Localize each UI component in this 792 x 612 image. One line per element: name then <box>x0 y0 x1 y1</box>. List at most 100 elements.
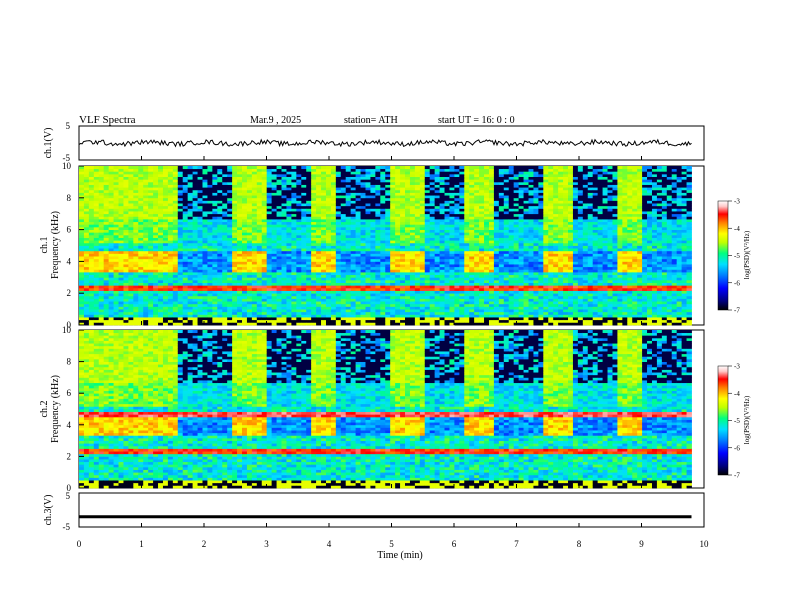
spectrogram-cell <box>484 203 490 207</box>
spectrogram-cell <box>182 205 189 209</box>
spectrogram-cell <box>187 256 194 260</box>
spectrogram-cell <box>108 181 114 185</box>
spectrogram-cell <box>256 245 263 249</box>
spectrogram-cell <box>375 181 381 185</box>
spectrogram-cell <box>380 303 386 307</box>
spectrogram-cell <box>256 258 263 262</box>
spectrogram-cell <box>93 274 100 278</box>
spectrogram-cell <box>271 187 277 191</box>
spectrogram-cell <box>148 285 154 289</box>
spectrogram-cell <box>365 240 371 244</box>
spectrogram-cell <box>266 317 273 321</box>
spectrogram-cell <box>345 173 352 177</box>
spectrogram-cell <box>192 298 198 302</box>
spectrogram-cell <box>261 189 268 193</box>
spectrogram-cell <box>276 237 282 241</box>
spectrogram-cell <box>202 303 208 307</box>
spectrogram-cell <box>232 253 238 257</box>
spectrogram-cell <box>133 219 139 223</box>
spectrogram-cell <box>400 285 406 289</box>
spectrogram-cell <box>182 189 189 193</box>
spectrogram-cell <box>335 295 342 299</box>
spectrogram-cell <box>167 197 174 201</box>
spectrogram-cell <box>484 261 490 265</box>
spectrogram-cell <box>380 248 386 252</box>
spectrogram-cell <box>316 187 322 191</box>
spectrogram-cell <box>409 211 416 215</box>
spectrogram-cell <box>93 314 100 318</box>
spectrogram-cell <box>118 279 124 283</box>
spectrogram-cell <box>380 311 386 315</box>
spectrogram-cell <box>405 166 411 170</box>
spectrogram-cell <box>153 205 159 209</box>
spectrogram-cell <box>281 264 287 268</box>
spectrogram-cell <box>474 213 480 217</box>
spectrogram-cell <box>311 319 317 323</box>
spectrogram-cell <box>118 306 124 310</box>
spectrogram-cell <box>454 171 460 175</box>
spectrogram-cell <box>153 319 159 323</box>
spectrogram-cell <box>222 290 228 294</box>
spectrogram-cell <box>484 208 490 212</box>
spectrogram-cell <box>138 277 144 281</box>
spectrogram-cell <box>439 216 445 220</box>
spectrogram-cell <box>158 216 164 220</box>
spectrogram-cell <box>454 240 460 244</box>
spectrogram-cell <box>380 179 386 183</box>
spectrogram-cell <box>444 285 450 289</box>
spectrogram-cell <box>143 245 149 249</box>
spectrogram-cell <box>449 319 455 323</box>
spectrogram-cell <box>108 266 114 270</box>
spectrogram-cell <box>321 176 327 180</box>
spectrogram-cell <box>158 282 164 286</box>
spectrogram-cell <box>370 208 376 212</box>
spectrogram-cell <box>360 290 366 294</box>
spectrogram-cell <box>321 245 327 249</box>
spectrogram-cell <box>281 311 287 315</box>
spectrogram-cell <box>242 195 248 199</box>
spectrogram-cell <box>409 226 416 230</box>
spectrogram-cell <box>335 192 342 196</box>
ch1-ytick-top: 5 <box>66 121 71 131</box>
spectrogram-cell <box>385 319 391 323</box>
spectrogram-cell <box>311 248 317 252</box>
spectrogram-cell <box>108 211 114 215</box>
spectrogram-cell <box>355 314 361 318</box>
spectrogram-cell <box>143 211 149 215</box>
spectrogram-cell <box>212 319 218 323</box>
spectrogram-cell <box>380 269 386 273</box>
spectrogram-cell <box>434 203 440 207</box>
spectrogram-cell <box>246 211 253 215</box>
spectrogram-cell <box>242 205 248 209</box>
spectrogram-cell <box>242 173 248 177</box>
spectrogram-cell <box>469 221 475 225</box>
spectrogram-cell <box>138 272 144 276</box>
spectrogram-cell <box>138 168 144 172</box>
spectrogram-cell <box>459 219 465 223</box>
spectrogram-cell <box>454 226 460 230</box>
spectrogram-cell <box>197 240 203 244</box>
spectrogram-cell <box>291 314 297 318</box>
spectrogram-cell <box>350 181 357 185</box>
spectrogram-cell <box>345 303 352 307</box>
spectrogram-cell <box>311 258 317 262</box>
spectrogram-cell <box>83 171 90 175</box>
spectrogram-cell <box>469 301 475 305</box>
spectrogram-cell <box>182 272 189 276</box>
spectrogram-cell <box>217 277 223 281</box>
spectrogram-cell <box>158 306 164 310</box>
spectrogram-cell <box>162 250 169 254</box>
spectrogram-cell <box>311 187 317 191</box>
spectrogram-cell <box>227 226 233 230</box>
spectrogram-cell <box>350 261 357 265</box>
spectrogram-cell <box>355 189 361 193</box>
spectrogram-cell <box>177 237 184 241</box>
spectrogram-cell <box>113 295 119 299</box>
spectrogram-cell <box>251 181 258 185</box>
spectrogram-cell <box>281 205 287 209</box>
spectrogram-cell <box>484 229 490 233</box>
spectrogram-cell <box>227 303 233 307</box>
spectrogram-cell <box>434 282 440 286</box>
spectrogram-cell <box>424 290 431 294</box>
spectrogram-cell <box>162 219 169 223</box>
